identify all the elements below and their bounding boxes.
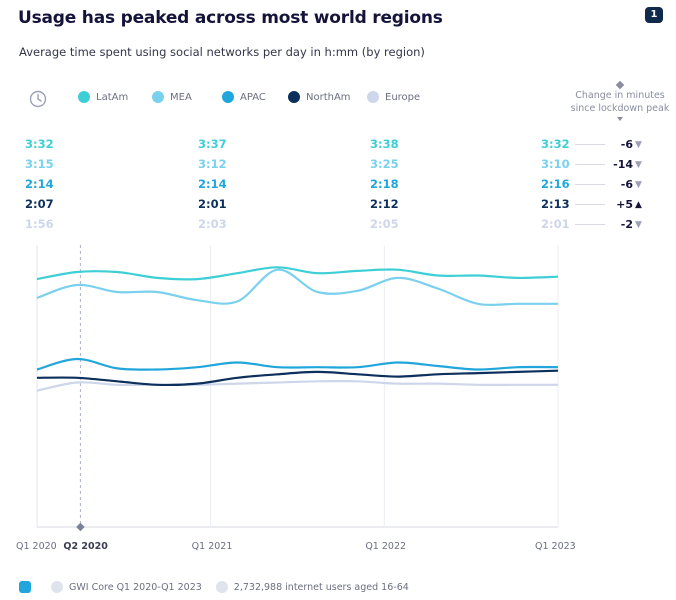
- legend-label: LatAm: [96, 91, 129, 103]
- legend-item-apac: APAC: [222, 91, 288, 103]
- arrow-down-icon: ▼: [635, 179, 642, 190]
- value-label-northam: 2:12: [370, 197, 399, 211]
- legend-label: APAC: [240, 91, 266, 103]
- change-value-northam: +5 ▲: [575, 198, 642, 211]
- value-label-latam: 3:32: [541, 137, 570, 151]
- value-label-apac: 2:14: [25, 177, 54, 191]
- legend-item-latam: LatAm: [78, 91, 152, 103]
- legend-item-europe: Europe: [367, 91, 437, 103]
- change-value-latam: -6 ▼: [575, 138, 642, 151]
- change-value-mea: -14 ▼: [575, 158, 642, 171]
- value-label-europe: 2:01: [541, 217, 570, 231]
- line-chart: [36, 245, 559, 532]
- series-line-europe: [36, 379, 558, 392]
- value-label-latam: 3:37: [198, 137, 227, 151]
- legend-swatch: [288, 91, 300, 103]
- chart-legend: LatAm MEA APAC NorthAm Europe: [78, 91, 437, 103]
- value-label-mea: 3:12: [198, 157, 227, 171]
- caret-down-icon: [617, 117, 623, 121]
- users-icon: [215, 581, 228, 593]
- value-label-europe: 2:03: [198, 217, 227, 231]
- x-tick-label: Q1 2022: [365, 541, 407, 552]
- sample-text: 2,732,988 internet users aged 16-64: [233, 581, 409, 593]
- arrow-down-icon: ▼: [635, 159, 642, 170]
- x-tick-label: Q1 2021: [191, 541, 233, 552]
- value-label-latam: 3:38: [370, 137, 399, 151]
- arrow-down-icon: ▼: [635, 139, 642, 150]
- value-label-latam: 3:32: [25, 137, 54, 151]
- chart-footer: GWI Core Q1 2020-Q1 2023 2,732,988 inter…: [19, 581, 409, 593]
- value-label-northam: 2:01: [198, 197, 227, 211]
- legend-swatch: [222, 91, 234, 103]
- chart-number-badge: 1: [645, 7, 663, 23]
- chart-title: Usage has peaked across most world regio…: [18, 8, 443, 28]
- legend-label: NorthAm: [306, 91, 351, 103]
- clock-icon: [29, 90, 47, 108]
- legend-label: MEA: [170, 91, 192, 103]
- legend-label: Europe: [385, 91, 421, 103]
- change-header-line-1: Change in minutes: [575, 90, 665, 101]
- value-label-mea: 3:25: [370, 157, 399, 171]
- series-line-latam: [36, 266, 559, 281]
- legend-swatch: [78, 91, 90, 103]
- value-label-mea: 3:15: [25, 157, 54, 171]
- value-label-apac: 2:18: [370, 177, 399, 191]
- chart-icon: [19, 581, 31, 593]
- arrow-down-icon: ▼: [635, 219, 642, 230]
- x-tick-label: Q1 2023: [535, 541, 576, 552]
- value-label-europe: 2:05: [370, 217, 399, 231]
- series-line-apac: [36, 357, 559, 371]
- value-label-mea: 3:10: [541, 157, 570, 171]
- value-label-apac: 2:16: [541, 177, 570, 191]
- value-label-northam: 2:07: [25, 197, 54, 211]
- value-label-europe: 1:56: [25, 217, 54, 231]
- value-label-apac: 2:14: [198, 177, 227, 191]
- x-tick-label: Q1 2020: [16, 541, 57, 552]
- change-value-apac: -6 ▼: [575, 178, 642, 191]
- change-column-header: Change in minutes since lockdown peak: [568, 80, 672, 121]
- legend-item-mea: MEA: [152, 91, 222, 103]
- series-line-mea: [36, 268, 558, 306]
- globe-icon: [51, 581, 63, 593]
- change-value-europe: -2 ▼: [575, 218, 642, 231]
- series-line-northam: [36, 369, 559, 387]
- value-label-northam: 2:13: [541, 197, 570, 211]
- source-text: GWI Core Q1 2020-Q1 2023: [69, 581, 202, 593]
- arrow-up-icon: ▲: [635, 199, 642, 210]
- change-header-line-2: since lockdown peak: [570, 103, 670, 114]
- legend-swatch: [152, 91, 164, 103]
- chart-subtitle: Average time spent using social networks…: [19, 45, 425, 59]
- lockdown-peak-diamond: [76, 522, 85, 532]
- legend-swatch: [367, 91, 379, 103]
- x-tick-label: Q2 2020: [63, 541, 108, 552]
- legend-item-northam: NorthAm: [288, 91, 367, 103]
